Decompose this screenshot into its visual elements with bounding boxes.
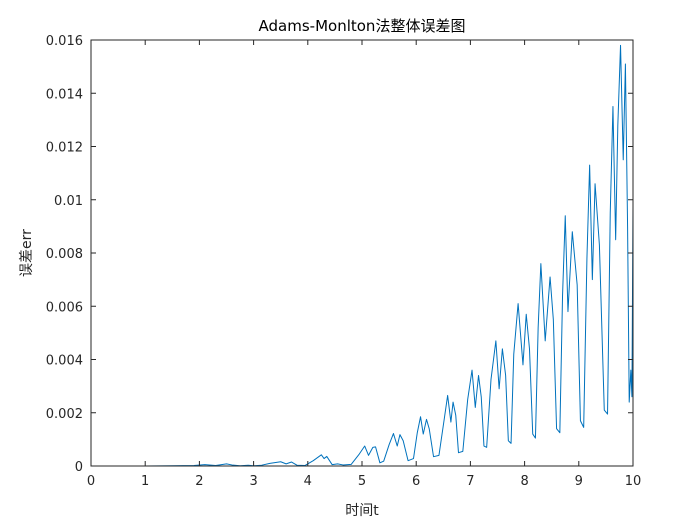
x-tick-label: 3 (249, 474, 257, 489)
x-tick-label: 8 (520, 474, 528, 489)
series-layer (91, 44, 634, 467)
x-tick-label: 0 (87, 474, 95, 489)
x-axis-title: 时间t (345, 503, 379, 519)
y-tick-label: 0.016 (46, 34, 83, 49)
y-tick-label: 0.014 (46, 87, 83, 102)
chart-title: Adams-Monlton法整体误差图 (259, 17, 466, 35)
x-tick-label: 4 (304, 474, 312, 489)
x-tick-label: 10 (625, 474, 642, 489)
x-tick-label: 6 (412, 474, 420, 489)
y-axis-title: 误差err (19, 229, 35, 277)
x-tick-label: 9 (575, 474, 583, 489)
x-axis: 0 1 2 3 4 5 6 7 8 9 10 (87, 40, 641, 489)
x-tick-label: 2 (195, 474, 203, 489)
y-tick-label: 0 (75, 460, 83, 475)
error-series-line (91, 44, 634, 467)
plot-area (91, 40, 633, 466)
x-tick-label: 7 (466, 474, 474, 489)
x-tick-label: 5 (358, 474, 366, 489)
y-tick-label: 0.008 (46, 247, 83, 262)
y-tick-label: 0.004 (46, 354, 83, 369)
y-tick-label: 0.01 (54, 194, 83, 209)
y-tick-label: 0.012 (46, 141, 83, 156)
x-tick-label: 1 (141, 474, 149, 489)
y-tick-label: 0.002 (46, 407, 83, 422)
y-axis: 0 0.002 0.004 0.006 0.008 0.01 0.012 0.014 0.016 (46, 34, 633, 475)
y-tick-label: 0.006 (46, 300, 83, 315)
